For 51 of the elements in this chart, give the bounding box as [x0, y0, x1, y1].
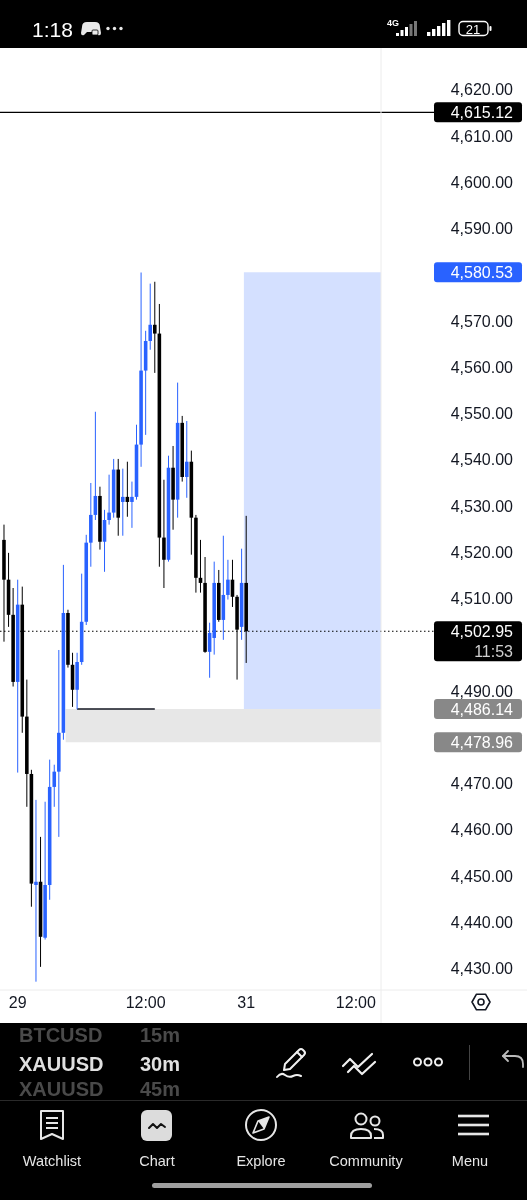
- candlestick: [130, 481, 134, 529]
- candlestick: [162, 479, 166, 589]
- candlestick: [34, 799, 38, 983]
- y-tick-label: 4,440.00: [450, 913, 514, 931]
- y-tick-label: 4,430.00: [450, 960, 514, 978]
- y-tick-label: 4,510.00: [450, 590, 514, 608]
- text: 4,486.14: [450, 700, 514, 718]
- y-tick-label: 4,490.00: [450, 682, 514, 700]
- x-tick-label: 29: [8, 994, 27, 1011]
- y-tick-label: 4,570.00: [450, 312, 514, 330]
- text: 4,580.53: [450, 263, 514, 281]
- text: Community: [329, 1153, 404, 1169]
- text: Explore: [236, 1153, 286, 1169]
- y-tick-label: 4,530.00: [450, 497, 514, 515]
- text: XAUUSD: [19, 1053, 104, 1075]
- text: 45m: [140, 1078, 181, 1100]
- candlestick: [153, 281, 157, 374]
- text: 21: [465, 21, 481, 37]
- y-tick-label: 4,600.00: [450, 173, 514, 191]
- text: Watchlist: [22, 1153, 82, 1169]
- y-tick-label: 4,470.00: [450, 775, 514, 793]
- y-tick-label: 4,560.00: [450, 358, 514, 376]
- ref-line-label: 4,615.12: [450, 103, 514, 121]
- text: BTCUSD: [19, 1024, 103, 1046]
- x-tick-label: 12:00: [125, 994, 166, 1011]
- text: 1:18: [32, 18, 73, 41]
- text: 15m: [140, 1024, 181, 1046]
- candlestick: [226, 559, 230, 601]
- y-tick-label: 4,540.00: [450, 451, 514, 469]
- candlestick: [52, 764, 57, 808]
- x-tick-label: 31: [237, 994, 256, 1011]
- text: 4,478.96: [450, 733, 514, 751]
- x-tick-label: 12:00: [335, 994, 376, 1011]
- text: 4G: [386, 18, 400, 28]
- y-tick-label: 4,460.00: [450, 821, 514, 839]
- y-tick-label: 4,620.00: [450, 81, 514, 99]
- y-tick-label: 4,610.00: [450, 127, 514, 145]
- ref-line-label: 4,502.95: [450, 622, 514, 640]
- y-tick-label: 4,450.00: [450, 867, 514, 885]
- text: Chart: [139, 1153, 175, 1169]
- text: 11:53: [474, 642, 514, 660]
- text: XAUUSD: [19, 1078, 104, 1100]
- y-tick-label: 4,520.00: [450, 543, 514, 561]
- candlestick: [107, 474, 111, 526]
- candlestick: [121, 468, 125, 537]
- text: Menu: [451, 1153, 489, 1169]
- text: 30m: [140, 1053, 181, 1075]
- y-tick-label: 4,590.00: [450, 220, 514, 238]
- candlestick: [148, 283, 152, 351]
- candlestick: [185, 420, 189, 499]
- y-tick-label: 4,550.00: [450, 405, 514, 423]
